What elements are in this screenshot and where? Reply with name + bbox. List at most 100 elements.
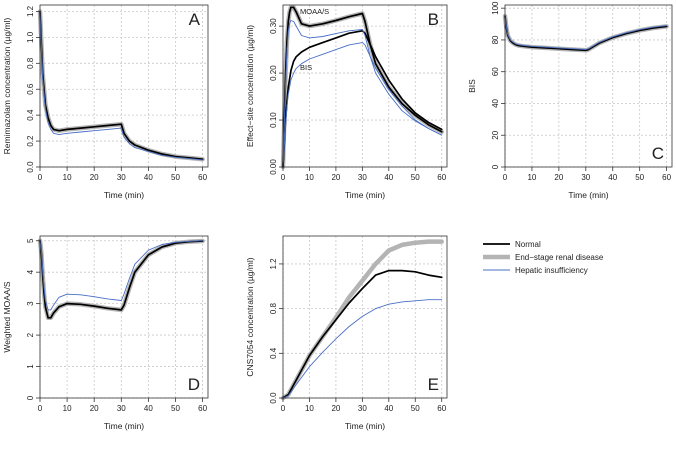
y-tick-label: 80 bbox=[491, 35, 500, 44]
y-tick-label: 0 bbox=[491, 164, 500, 169]
x-tick-label: 50 bbox=[411, 173, 420, 182]
x-tick-label: 50 bbox=[411, 404, 420, 413]
x-tick-label: 40 bbox=[144, 173, 153, 182]
x-axis-label: Time (min) bbox=[345, 421, 385, 431]
y-tick-label: 1 bbox=[26, 364, 35, 369]
x-tick-label: 60 bbox=[437, 404, 446, 413]
x-tick-label: 10 bbox=[527, 173, 536, 182]
panel-letter: A bbox=[189, 10, 201, 29]
x-tick-label: 50 bbox=[171, 173, 180, 182]
panel-letter: D bbox=[188, 375, 200, 394]
y-tick-label: 2 bbox=[26, 332, 35, 337]
y-tick-label: 1.0 bbox=[26, 31, 35, 43]
y-tick-label: 20 bbox=[491, 130, 500, 139]
x-tick-label: 20 bbox=[90, 173, 99, 182]
y-tick-label: 3 bbox=[26, 301, 35, 306]
x-axis-label: Time (min) bbox=[104, 190, 144, 200]
series-line bbox=[282, 6, 443, 168]
series-line bbox=[39, 240, 204, 311]
plot-frame bbox=[504, 4, 673, 168]
annotation-label: MOAA/S bbox=[300, 7, 329, 16]
x-tick-label: 30 bbox=[117, 404, 126, 413]
x-tick-label: 30 bbox=[358, 404, 367, 413]
panel-a: 0 10 20 30 40 50 60 0.0 0.2 0.4 0.6 0.8 1.0 1.2 Time (… bbox=[2, 4, 209, 200]
x-tick-label: 10 bbox=[305, 173, 314, 182]
plot-frame bbox=[282, 235, 448, 399]
x-tick-label: 10 bbox=[63, 404, 72, 413]
annotation-label: BIS bbox=[300, 63, 312, 72]
x-axis-label: Time (min) bbox=[568, 190, 608, 200]
x-tick-label: 20 bbox=[90, 404, 99, 413]
y-tick-label: 0.2 bbox=[26, 135, 35, 147]
panel-e: 0 10 20 30 40 50 60 0.0 0.4 0.8 1.2 Time (min) CNS70… bbox=[245, 235, 448, 431]
x-tick-label: 60 bbox=[198, 173, 207, 182]
y-tick-label: 0.8 bbox=[269, 303, 278, 315]
y-tick-label: 1.2 bbox=[269, 258, 278, 270]
x-axis-label: Time (min) bbox=[104, 421, 144, 431]
series-line bbox=[282, 42, 443, 168]
plot-frame bbox=[39, 235, 209, 399]
y-tick-label: 0.4 bbox=[26, 109, 35, 121]
series-line bbox=[282, 269, 443, 399]
x-tick-label: 60 bbox=[662, 173, 671, 182]
plot-frame bbox=[39, 4, 209, 168]
y-axis-label: Effect−site concentration (µg/ml) bbox=[245, 25, 255, 147]
y-tick-label: 4 bbox=[26, 269, 35, 274]
y-tick-label: 0 bbox=[26, 395, 35, 400]
legend-label-esrd: End−stage renal disease bbox=[515, 253, 604, 262]
y-tick-label: 0.8 bbox=[26, 57, 35, 69]
x-tick-label: 10 bbox=[305, 404, 314, 413]
x-tick-label: 20 bbox=[554, 173, 563, 182]
panel-d: 0 10 20 30 40 50 60 0 1 2 3 4 5 Time (min) Weighted MO… bbox=[2, 235, 209, 431]
x-tick-label: 20 bbox=[331, 173, 340, 182]
y-axis-label: CNS7054 concentration (µg/ml) bbox=[245, 257, 255, 376]
x-tick-label: 20 bbox=[331, 404, 340, 413]
x-tick-label: 60 bbox=[198, 404, 207, 413]
x-tick-label: 60 bbox=[437, 173, 446, 182]
y-tick-label: 0.0 bbox=[269, 392, 278, 404]
x-tick-label: 0 bbox=[38, 173, 43, 182]
y-axis-label: Remimazolam concentration (µg/ml) bbox=[2, 17, 12, 154]
x-tick-label: 50 bbox=[635, 173, 644, 182]
x-tick-label: 40 bbox=[608, 173, 617, 182]
y-tick-label: 0.10 bbox=[269, 112, 278, 128]
y-tick-label: 0.20 bbox=[269, 65, 278, 81]
series-line bbox=[504, 15, 668, 50]
legend-label-normal: Normal bbox=[515, 240, 541, 249]
y-tick-label: 1.2 bbox=[26, 5, 35, 17]
plot-frame bbox=[282, 4, 448, 168]
panel-letter: E bbox=[428, 375, 439, 394]
series-line bbox=[39, 10, 204, 161]
y-axis-label: Weighted MOAA/S bbox=[2, 281, 12, 353]
x-tick-label: 30 bbox=[358, 173, 367, 182]
legend-label-hepatic: Hepatic insufficiency bbox=[515, 266, 588, 275]
series-line bbox=[39, 11, 204, 161]
panel-letter: B bbox=[428, 10, 439, 29]
panel-letter: C bbox=[652, 144, 664, 163]
y-tick-label: 0.30 bbox=[269, 18, 278, 34]
series-line bbox=[282, 299, 443, 399]
series-line bbox=[282, 20, 443, 168]
x-tick-label: 30 bbox=[581, 173, 590, 182]
x-tick-label: 10 bbox=[63, 173, 72, 182]
panel-b: 0 10 20 30 40 50 60 0.00 0.10 0.20 0.30 Time (min) E… bbox=[245, 4, 448, 200]
legend: Normal End−stage renal disease Hepatic i… bbox=[483, 240, 604, 275]
x-tick-label: 0 bbox=[281, 173, 286, 182]
y-tick-label: 0.00 bbox=[269, 159, 278, 175]
y-tick-label: 5 bbox=[26, 238, 35, 243]
x-axis-label: Time (min) bbox=[345, 190, 385, 200]
y-tick-label: 60 bbox=[491, 67, 500, 76]
x-tick-label: 0 bbox=[503, 173, 508, 182]
series-line bbox=[282, 29, 443, 168]
y-tick-label: 100 bbox=[491, 1, 500, 15]
y-tick-label: 40 bbox=[491, 98, 500, 107]
x-tick-label: 40 bbox=[144, 404, 153, 413]
series-line bbox=[504, 15, 668, 52]
x-tick-label: 0 bbox=[38, 404, 43, 413]
x-tick-label: 50 bbox=[171, 404, 180, 413]
y-tick-label: 0.0 bbox=[26, 161, 35, 173]
x-tick-label: 0 bbox=[281, 404, 286, 413]
x-tick-label: 40 bbox=[384, 404, 393, 413]
